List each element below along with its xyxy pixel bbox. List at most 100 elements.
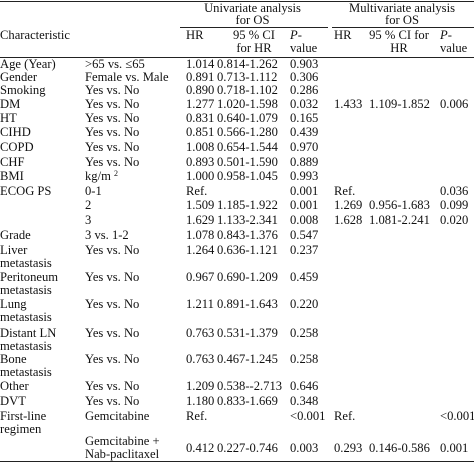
row-p-value: 0.306 [290,70,319,84]
row-hr-2: 0.412 [186,441,215,455]
row-characteristic: Smoking [0,83,46,97]
row-characteristic: HT [0,111,17,125]
row-multivariate-p-value: 0.020 [440,213,469,227]
row-characteristic: Age (Year) [0,57,56,71]
row-multivariate-p-value: <0.001 [440,409,474,423]
row-comparison: Yes vs. No [85,125,140,139]
header-m-ci-line2: HR [390,41,408,55]
row-p-value: 0.165 [290,111,319,125]
row-characteristic: DM [0,97,21,111]
row-hr: 0.851 [186,125,215,139]
row-comparison: >65 vs. ≤65 [85,57,145,71]
row-characteristic: Lung [0,297,27,311]
row-ci: 0.538--2.713 [217,379,283,393]
row-hr: 0.893 [186,155,215,169]
header-bottom-rule [0,57,474,58]
row-ci: 0.833-1.669 [217,394,278,408]
multivariate-subrule [332,27,474,28]
row-comparison-line3: Nab-paclitaxel [85,447,160,461]
row-multivariate-p-value-2: 0.001 [440,441,469,455]
row-hr: Ref. [186,409,208,423]
row-ci: 0.467-1.245 [217,352,278,366]
row-p-value: 0.348 [290,394,319,408]
row-hr: 1.008 [186,140,215,154]
row-hr: 0.831 [186,111,215,125]
row-ci: 0.654-1.544 [217,140,278,154]
row-comparison: Yes vs. No [85,83,140,97]
row-comparison: Yes vs. No [85,140,140,154]
row-multivariate-p-value: 0.006 [440,97,469,111]
row-hr: 0.763 [186,326,215,340]
row-characteristic: Bone [0,352,27,366]
table-top-rule [0,1,474,2]
row-characteristic: Other [0,379,29,393]
row-hr: 1.211 [186,297,214,311]
row-characteristic-line2: metastasis [0,283,52,297]
row-ci: 0.843-1.376 [217,228,278,242]
row-p-value: 0.439 [290,125,319,139]
row-characteristic: DVT [0,394,26,408]
row-multivariate-ci: 1.081-2.241 [369,213,430,227]
row-p-value: 0.237 [290,243,319,257]
row-comparison: Yes vs. No [85,326,140,340]
row-ci: 0.718-1.102 [217,83,278,97]
row-characteristic: Grade [0,228,31,242]
row-hr: 0.967 [186,270,215,284]
row-hr: 0.891 [186,70,215,84]
row-characteristic: Gender [0,70,38,84]
row-comparison: Yes vs. No [85,394,140,408]
row-ci: 0.636-1.121 [217,243,278,257]
row-multivariate-p-value: 0.036 [440,184,469,198]
row-p-value: 0.001 [290,184,319,198]
row-comparison: Yes vs. No [85,297,140,311]
header-p-line1: P- [290,28,302,42]
row-multivariate-hr: 1.269 [334,198,363,212]
row-multivariate-ci: 0.956-1.683 [369,198,430,212]
row-multivariate-hr-2: 0.293 [334,441,363,455]
row-p-value: 0.970 [290,140,319,154]
table-bottom-rule [0,461,474,462]
header-m-p-line1: P- [440,28,452,42]
row-comparison: Yes vs. No [85,155,140,169]
row-p-value: 0.993 [290,169,319,183]
row-multivariate-hr: 1.628 [334,213,363,227]
row-p-value: <0.001 [290,409,326,423]
multivariate-title-line2: for OS [385,13,419,27]
row-p-value: 0.001 [290,198,319,212]
row-comparison: 3 [85,213,92,227]
header-characteristic: Characteristic [0,28,70,42]
row-hr: 1.629 [186,213,215,227]
row-p-value: 0.008 [290,213,319,227]
row-comparison: Yes vs. No [85,243,140,257]
row-comparison: 2 [85,198,92,212]
row-ci: 1.133-2.341 [217,213,278,227]
univariate-title-line1: Univariate analysis [204,1,301,15]
row-hr: 1.264 [186,243,215,257]
header-ci-line1: 95 % CI [233,28,275,42]
row-comparison: Yes vs. No [85,379,140,393]
row-characteristic-line2: metastasis [0,256,52,270]
row-hr: Ref. [186,184,208,198]
header-m-p-line2: value [440,41,468,55]
row-p-value: 0.459 [290,270,319,284]
header-p-line2: value [290,41,318,55]
row-characteristic: CIHD [0,125,31,139]
row-multivariate-ci-2: 0.146-0.586 [369,441,430,455]
row-hr: 1.014 [186,57,215,71]
row-characteristic: Liver [0,243,28,257]
row-characteristic: CHF [0,155,25,169]
row-comparison: Gemcitabine [85,409,150,423]
row-p-value: 0.258 [290,326,319,340]
row-ci: 0.531-1.379 [217,326,278,340]
row-hr: 1.209 [186,379,215,393]
row-ci: 0.566-1.280 [217,125,278,139]
row-p-value: 0.646 [290,379,319,393]
row-characteristic: ECOG PS [0,184,52,198]
multivariate-title-line1: Multivariate analysis [349,1,455,15]
row-comparison: Female vs. Male [85,70,169,84]
univariate-title-line2: for OS [235,13,270,27]
row-multivariate-p-value: 0.099 [440,198,469,212]
univariate-subrule [180,27,328,28]
row-comparison: 3 vs. 1-2 [85,228,129,242]
